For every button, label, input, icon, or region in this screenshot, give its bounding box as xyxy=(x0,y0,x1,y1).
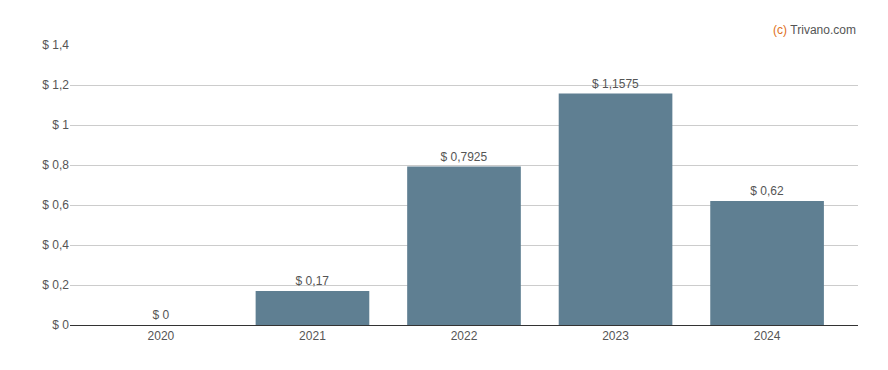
svg-text:$ 1: $ 1 xyxy=(52,118,69,132)
svg-text:$ 1,1575: $ 1,1575 xyxy=(592,77,639,91)
svg-text:$ 1,4: $ 1,4 xyxy=(42,38,69,52)
svg-text:$ 0,2: $ 0,2 xyxy=(42,278,69,292)
svg-text:$ 0: $ 0 xyxy=(52,318,69,332)
svg-text:2024: 2024 xyxy=(754,329,781,343)
svg-text:2022: 2022 xyxy=(451,329,478,343)
svg-text:(c) Trivano.com: (c) Trivano.com xyxy=(773,23,856,37)
svg-text:$ 1,2: $ 1,2 xyxy=(42,78,69,92)
svg-text:$ 0,8: $ 0,8 xyxy=(42,158,69,172)
svg-text:2021: 2021 xyxy=(299,329,326,343)
svg-text:$ 0: $ 0 xyxy=(152,308,169,322)
svg-text:2023: 2023 xyxy=(602,329,629,343)
svg-text:$ 0,4: $ 0,4 xyxy=(42,238,69,252)
svg-text:$ 0,7925: $ 0,7925 xyxy=(440,150,487,164)
svg-text:$ 0,6: $ 0,6 xyxy=(42,198,69,212)
svg-text:$ 0,17: $ 0,17 xyxy=(296,274,330,288)
svg-text:2020: 2020 xyxy=(148,329,175,343)
svg-text:$ 0,62: $ 0,62 xyxy=(750,184,784,198)
